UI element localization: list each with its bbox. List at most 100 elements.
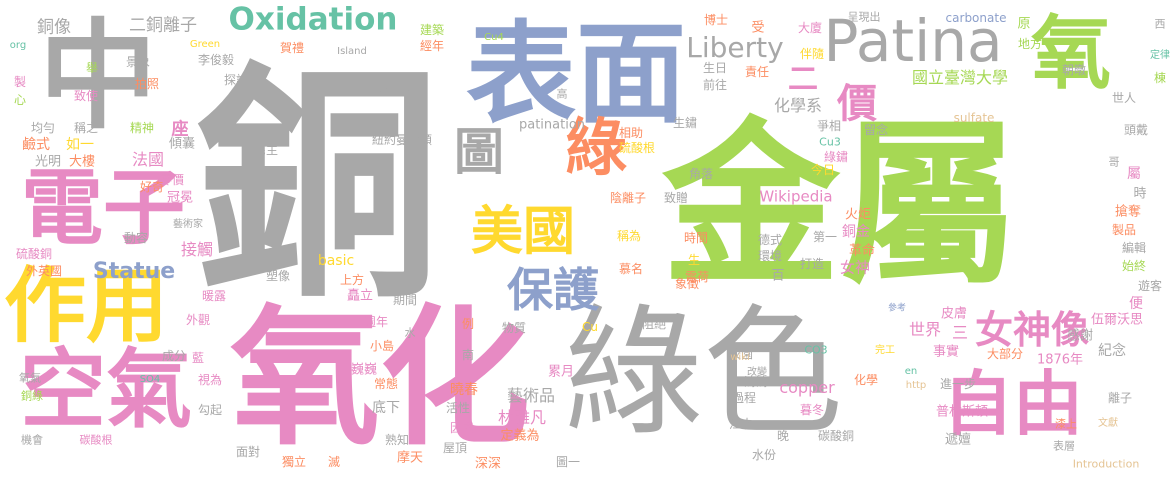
word: Wikipedia <box>759 187 833 206</box>
word: 環境 <box>757 249 783 263</box>
word: 伍爾沃思 <box>1090 312 1144 328</box>
word: 價 <box>837 81 877 127</box>
word: 頭戴 <box>1123 123 1149 137</box>
word: 遞嬗 <box>944 432 972 448</box>
word: 感謝 <box>1066 328 1094 344</box>
word: en <box>904 366 918 377</box>
word: 二 <box>788 62 818 97</box>
word: 矗立 <box>346 288 374 304</box>
word: 銅金 <box>842 224 870 240</box>
word: 生鏽 <box>672 116 698 130</box>
word: 今日 <box>810 163 836 177</box>
word: 革命 <box>848 243 876 259</box>
word: 世人 <box>1111 91 1137 105</box>
word: 進一步 <box>939 377 977 391</box>
word: org <box>9 40 27 51</box>
word: 受 <box>751 20 765 36</box>
word: 心 <box>13 93 27 107</box>
word: 大部分 <box>986 347 1024 361</box>
word: 傾囊 <box>168 136 196 152</box>
word: 藍 <box>191 351 205 365</box>
word: 1876年 <box>1036 352 1084 368</box>
word: 打造 <box>799 257 825 271</box>
word: http <box>905 380 927 391</box>
word: 大樓 <box>68 154 96 170</box>
word: 電子 <box>20 161 186 256</box>
word: 舉 <box>85 61 99 75</box>
word: 週年 <box>363 315 389 329</box>
word: 三 <box>951 323 969 342</box>
word: 稱之 <box>73 121 99 135</box>
word: 原 <box>1017 16 1031 32</box>
word: 相助 <box>618 126 644 140</box>
word: 硫酸根 <box>618 141 656 155</box>
word: 碳酸根 <box>79 433 113 447</box>
word: 面對 <box>235 445 261 459</box>
word: carbonate <box>945 11 1007 25</box>
word: 法國 <box>131 150 165 169</box>
word: 綠鏽 <box>823 150 849 164</box>
word: 期間 <box>392 293 418 307</box>
word: 爭相 <box>816 119 842 133</box>
word: 博士 <box>703 13 729 27</box>
word: 藝術品 <box>506 386 556 405</box>
word: 滅 <box>327 455 341 469</box>
word: 朝暾 <box>1061 63 1087 77</box>
word: 例 <box>461 317 475 331</box>
word: 自由 <box>943 363 1083 445</box>
word: 陰離子 <box>609 191 647 205</box>
word: 銅像 <box>37 17 71 38</box>
word: 生日 <box>702 61 728 75</box>
word: 時 <box>1133 186 1147 202</box>
word: 第一 <box>812 230 838 244</box>
word: 生 <box>687 253 701 267</box>
word: 曉春 <box>450 382 478 398</box>
word: 過程 <box>731 391 757 405</box>
word: 地方 <box>1017 37 1043 51</box>
word: 李俊毅 <box>197 53 235 67</box>
word: 棟 <box>1153 71 1167 85</box>
word: 化學 <box>853 373 879 387</box>
word: 景象 <box>125 55 151 69</box>
word: CO3 <box>804 343 828 357</box>
word: 機會 <box>21 433 43 447</box>
word: 水 <box>404 326 416 340</box>
word: 高 <box>556 87 568 101</box>
word: 中 <box>38 7 158 145</box>
word: 晚 <box>776 429 790 443</box>
word: 勾起 <box>197 403 223 417</box>
word: 編輯 <box>1121 241 1147 255</box>
word: 屋頂 <box>442 441 468 455</box>
word: 電荷 <box>684 270 710 284</box>
word: 建築 <box>419 23 445 37</box>
word: 光明 <box>34 154 62 170</box>
word: 小島 <box>369 339 395 353</box>
word: 視為 <box>197 373 223 387</box>
word: 民主 <box>253 143 279 157</box>
word: 南 <box>461 348 475 362</box>
word: patination <box>518 117 586 133</box>
word: 伴隨 <box>799 47 825 61</box>
word: 零價 <box>159 173 185 187</box>
word: 上方 <box>339 273 365 287</box>
word: 完工 <box>875 345 895 356</box>
word: 呈現出 <box>847 10 881 24</box>
word: 水份 <box>751 448 777 462</box>
word: 便 <box>1129 296 1143 312</box>
word: 碳酸銅 <box>817 429 855 443</box>
word: 保護 <box>507 263 599 317</box>
word: 皮膚 <box>940 306 968 322</box>
word: 校園 <box>728 347 754 361</box>
word: 國立臺灣大學 <box>911 68 1009 87</box>
word: 銅 <box>195 43 441 329</box>
word: 世界 <box>908 320 942 339</box>
word: 外觀 <box>185 313 211 327</box>
word: 紀念 <box>1098 343 1126 359</box>
word: 圖一 <box>555 455 581 469</box>
word: 改變 <box>747 367 767 378</box>
word: 致使 <box>73 89 99 103</box>
word: Patina <box>823 7 1003 75</box>
word: 硫酸銅 <box>15 247 53 261</box>
word: 塑像 <box>265 269 291 283</box>
word: 濤濤 <box>743 375 769 389</box>
